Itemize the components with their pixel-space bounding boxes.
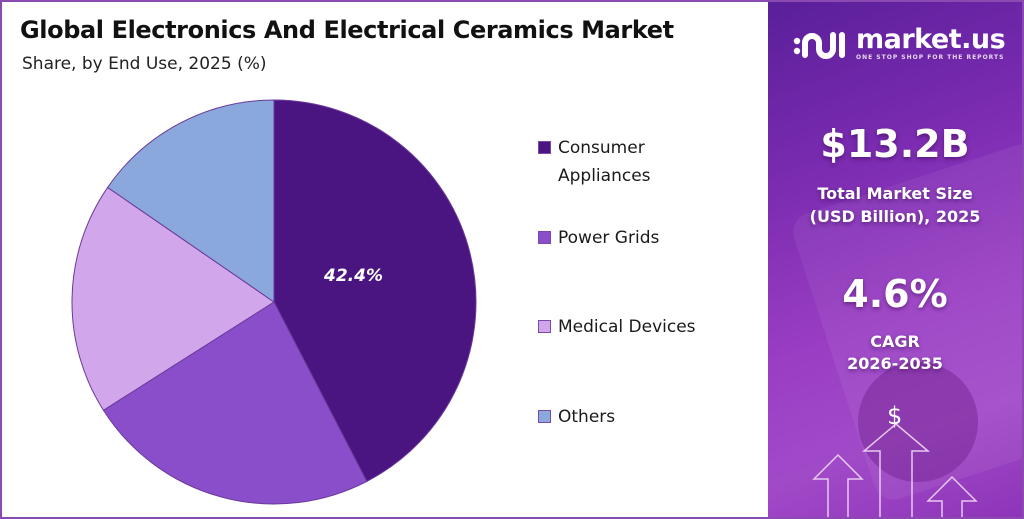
- dollar-icon: $: [887, 402, 903, 430]
- market-us-logo-icon: [793, 31, 845, 59]
- pie-slice-power-grids: [102, 301, 368, 505]
- pie-chart-svg: [71, 99, 477, 505]
- pie-data-label-consumer-appliances: 42.4%: [324, 266, 383, 286]
- legend-item-consumer-appliances: Consumer Appliances: [538, 134, 651, 190]
- cagr-period: 2026-2035: [847, 354, 943, 373]
- background-coin-decoration: [858, 362, 978, 482]
- legend-swatch: [538, 410, 551, 423]
- legend-item-others: Others: [538, 403, 615, 431]
- chart-subtitle: Share, by End Use, 2025 (%): [22, 54, 267, 74]
- legend-item-power-grids: Power Grids: [538, 224, 659, 252]
- legend-label: Others: [558, 407, 616, 427]
- cagr-value: 4.6%: [842, 272, 948, 316]
- pie-chart: [62, 90, 486, 514]
- pie-slice-medical-devices: [71, 186, 275, 411]
- brand-logo: market.us ONE STOP SHOP FOR THE REPORTS: [792, 24, 1006, 61]
- pie-slice-consumer-appliances: [273, 99, 477, 483]
- brand-tagline: ONE STOP SHOP FOR THE REPORTS: [856, 54, 1005, 61]
- legend-swatch: [538, 141, 551, 154]
- legend-label: Power Grids: [558, 228, 660, 248]
- legend-label: Medical Devices: [558, 317, 696, 337]
- brand-name: market.us: [856, 24, 1006, 55]
- market-size-label-year: (USD Billion), 2025: [809, 207, 981, 226]
- chart-panel: Global Electronics And Electrical Cerami…: [2, 2, 766, 515]
- pie-slice-others: [106, 99, 275, 303]
- legend-label: Consumer: [558, 138, 645, 158]
- legend-swatch: [538, 320, 551, 333]
- chart-title: Global Electronics And Electrical Cerami…: [20, 16, 674, 44]
- growth-arrows-icon: [812, 423, 978, 517]
- legend-label-line2: Appliances: [558, 166, 651, 186]
- cagr-label: CAGR: [870, 332, 920, 351]
- legend-swatch: [538, 231, 551, 244]
- summary-panel: market.us ONE STOP SHOP FOR THE REPORTS …: [768, 2, 1022, 517]
- legend-item-medical-devices: Medical Devices: [538, 313, 696, 341]
- market-size-value: $13.2B: [820, 122, 970, 166]
- market-size-label: Total Market Size: [817, 184, 973, 203]
